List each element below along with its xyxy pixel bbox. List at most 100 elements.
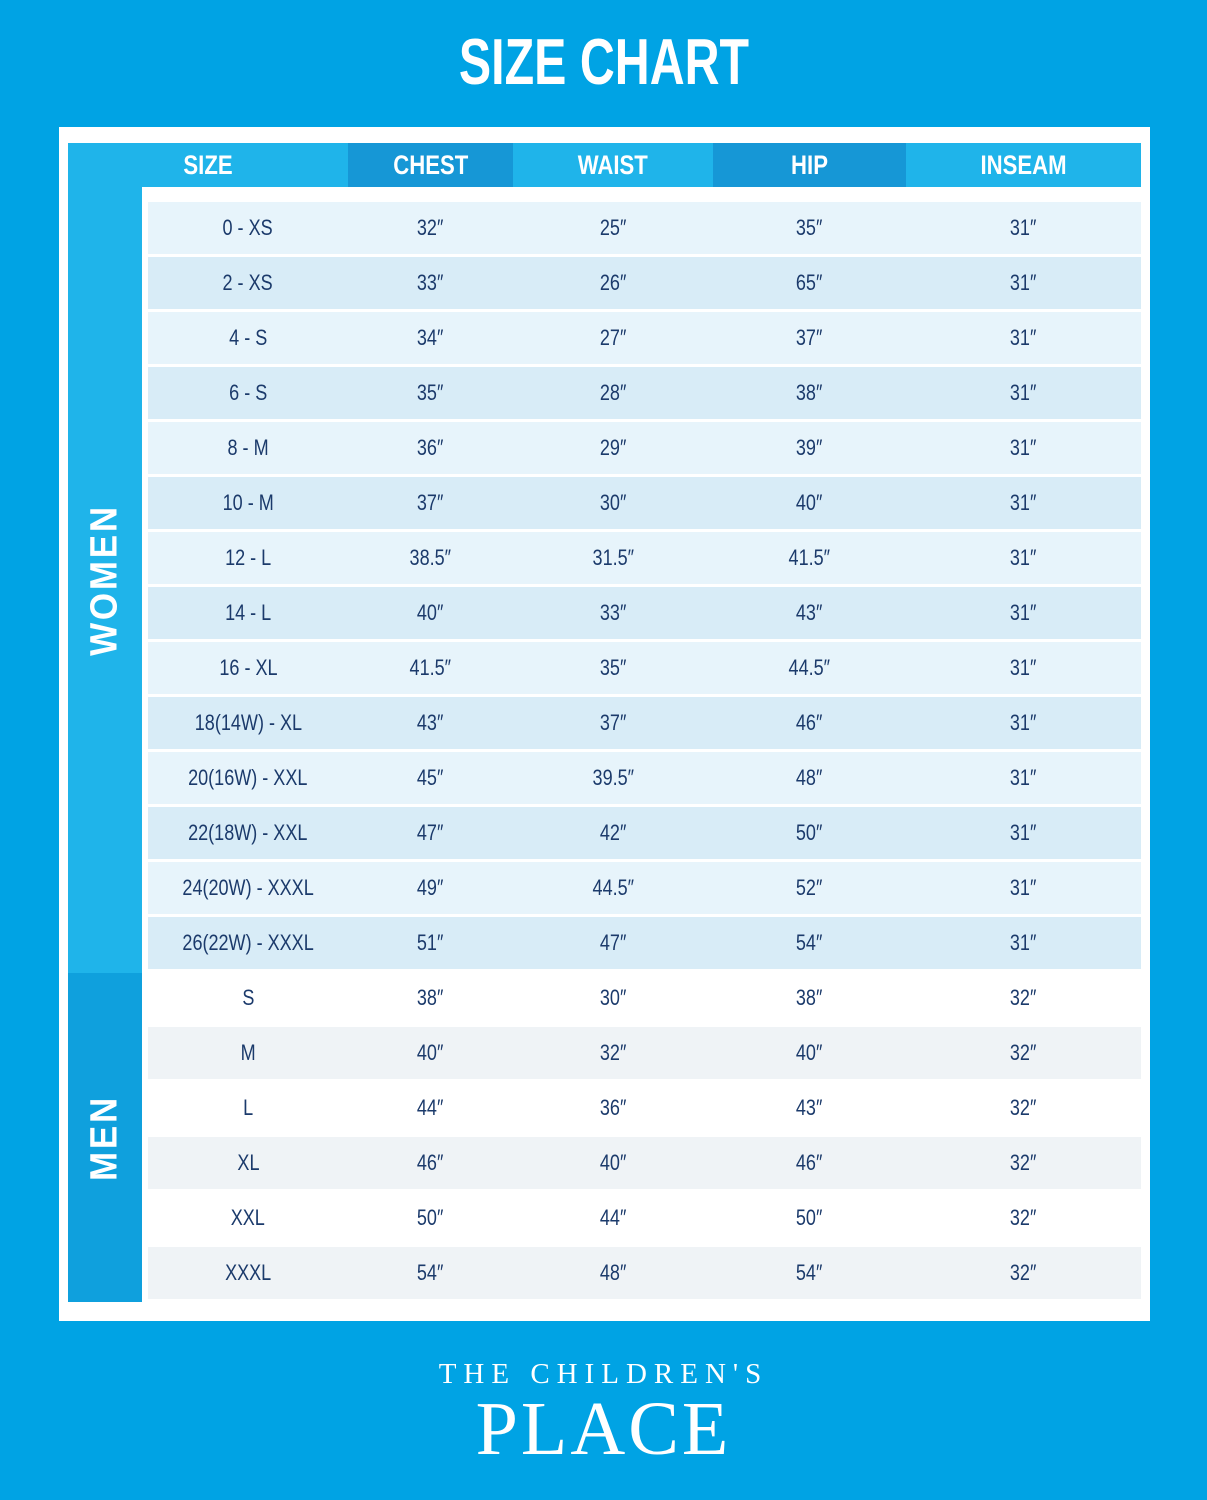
measurement-cell: 49″ (348, 862, 513, 914)
cell-value: 31″ (1010, 765, 1037, 790)
cell-value: 8 - M (227, 435, 269, 460)
measurement-cell: 41.5″ (713, 532, 906, 584)
measurement-cell: 40″ (348, 587, 513, 639)
measurement-cell: 31″ (906, 312, 1141, 364)
measurement-cell: 50″ (348, 1192, 513, 1244)
cell-value: 38″ (417, 985, 444, 1010)
size-cell: 6 - S (148, 367, 348, 419)
measurement-cell: 35″ (348, 367, 513, 419)
table-row: 26(22W) - XXXL 51″ 47″ 54″ 31″ (148, 914, 1141, 969)
size-cell: 26(22W) - XXXL (148, 917, 348, 969)
cell-value: 40″ (796, 1040, 823, 1065)
cell-value: 32″ (1010, 1040, 1037, 1065)
size-cell: 20(16W) - XXL (148, 752, 348, 804)
measurement-cell: 32″ (906, 1192, 1141, 1244)
column-header-hip: HIP (713, 143, 906, 187)
measurement-cell: 31″ (906, 642, 1141, 694)
cell-value: 50″ (796, 820, 823, 845)
measurement-cell: 44.5″ (513, 862, 713, 914)
measurement-cell: 31″ (906, 367, 1141, 419)
cell-value: 38.5″ (409, 545, 452, 570)
cell-value: 51″ (417, 930, 444, 955)
size-cell: 14 - L (148, 587, 348, 639)
measurement-cell: 39.5″ (513, 752, 713, 804)
cell-value: 6 - S (228, 380, 268, 405)
cell-value: 45″ (417, 765, 444, 790)
column-header-label: INSEAM (980, 149, 1067, 180)
column-header-chest: CHEST (348, 143, 513, 187)
measurement-cell: 54″ (713, 917, 906, 969)
cell-value: 31″ (1010, 435, 1037, 460)
size-cell: 12 - L (148, 532, 348, 584)
cell-value: 33″ (599, 600, 627, 625)
cell-value: 31″ (1010, 820, 1037, 845)
cell-value: 20(16W) - XXL (188, 765, 308, 790)
cell-value: 50″ (417, 1205, 444, 1230)
table-row: XXXL 54″ 48″ 54″ 32″ (148, 1244, 1141, 1299)
table-body: WOMEN MEN 0 - XS 32″ 25″ 35″ 31″ 2 - XS 33″ 26″… (68, 187, 1141, 1307)
measurement-cell: 33″ (348, 257, 513, 309)
measurement-cell: 31″ (906, 587, 1141, 639)
brand-name-top: THE CHILDREN'S (438, 1358, 769, 1390)
size-cell: 24(20W) - XXXL (148, 862, 348, 914)
measurement-cell: 38″ (348, 972, 513, 1024)
measurement-cell: 32″ (906, 1137, 1141, 1189)
measurement-cell: 40″ (713, 477, 906, 529)
cell-value: 30″ (599, 985, 627, 1010)
column-header-size: SIZE (68, 143, 348, 187)
measurement-cell: 25″ (513, 202, 713, 254)
women-section-label: WOMEN (83, 504, 126, 656)
column-header-label: CHEST (392, 149, 469, 180)
measurement-cell: 37″ (713, 312, 906, 364)
measurement-cell: 54″ (713, 1247, 906, 1299)
cell-value: 41.5″ (788, 545, 831, 570)
cell-value: 14 - L (224, 600, 272, 625)
cell-value: 44.5″ (788, 655, 831, 680)
cell-value: 31″ (1010, 270, 1037, 295)
table-row: 10 - M 37″ 30″ 40″ 31″ (148, 474, 1141, 529)
size-cell: 0 - XS (148, 202, 348, 254)
measurement-cell: 40″ (513, 1137, 713, 1189)
size-cell: M (148, 1027, 348, 1079)
page-title: SIZE CHART (0, 28, 1207, 96)
measurement-cell: 31″ (906, 752, 1141, 804)
table-row: S 38″ 30″ 38″ 32″ (148, 969, 1141, 1024)
brand-logo: THE CHILDREN'S PLACE (0, 1358, 1207, 1467)
measurement-cell: 31″ (906, 917, 1141, 969)
measurement-cell: 31″ (906, 422, 1141, 474)
measurement-cell: 39″ (713, 422, 906, 474)
cell-value: 54″ (417, 1260, 444, 1285)
measurement-cell: 31″ (906, 697, 1141, 749)
measurement-cell: 40″ (713, 1027, 906, 1079)
cell-value: L (242, 1095, 254, 1120)
cell-value: 35″ (796, 215, 823, 240)
measurement-cell: 40″ (348, 1027, 513, 1079)
cell-value: 40″ (599, 1150, 627, 1175)
measurement-cell: 50″ (713, 1192, 906, 1244)
cell-value: 31″ (1010, 380, 1037, 405)
measurement-cell: 36″ (513, 1082, 713, 1134)
table-row: M 40″ 32″ 40″ 32″ (148, 1024, 1141, 1079)
cell-value: 2 - XS (222, 270, 274, 295)
cell-value: 35″ (417, 380, 444, 405)
cell-value: 43″ (796, 1095, 823, 1120)
measurement-cell: 34″ (348, 312, 513, 364)
cell-value: 44″ (417, 1095, 444, 1120)
cell-value: 32″ (1010, 1205, 1037, 1230)
measurement-cell: 30″ (513, 477, 713, 529)
table-rows: 0 - XS 32″ 25″ 35″ 31″ 2 - XS 33″ 26″ 65″ 31″ 4 - … (148, 199, 1141, 1299)
measurement-cell: 51″ (348, 917, 513, 969)
cell-value: 34″ (417, 325, 444, 350)
measurement-cell: 38″ (713, 367, 906, 419)
cell-value: 32″ (599, 1040, 627, 1065)
measurement-cell: 32″ (348, 202, 513, 254)
men-section-strip: MEN (68, 973, 142, 1302)
cell-value: 43″ (796, 600, 823, 625)
table-row: 16 - XL 41.5″ 35″ 44.5″ 31″ (148, 639, 1141, 694)
cell-value: 44″ (599, 1205, 627, 1230)
measurement-cell: 29″ (513, 422, 713, 474)
cell-value: 50″ (796, 1205, 823, 1230)
measurement-cell: 36″ (348, 422, 513, 474)
table-row: 0 - XS 32″ 25″ 35″ 31″ (148, 199, 1141, 254)
